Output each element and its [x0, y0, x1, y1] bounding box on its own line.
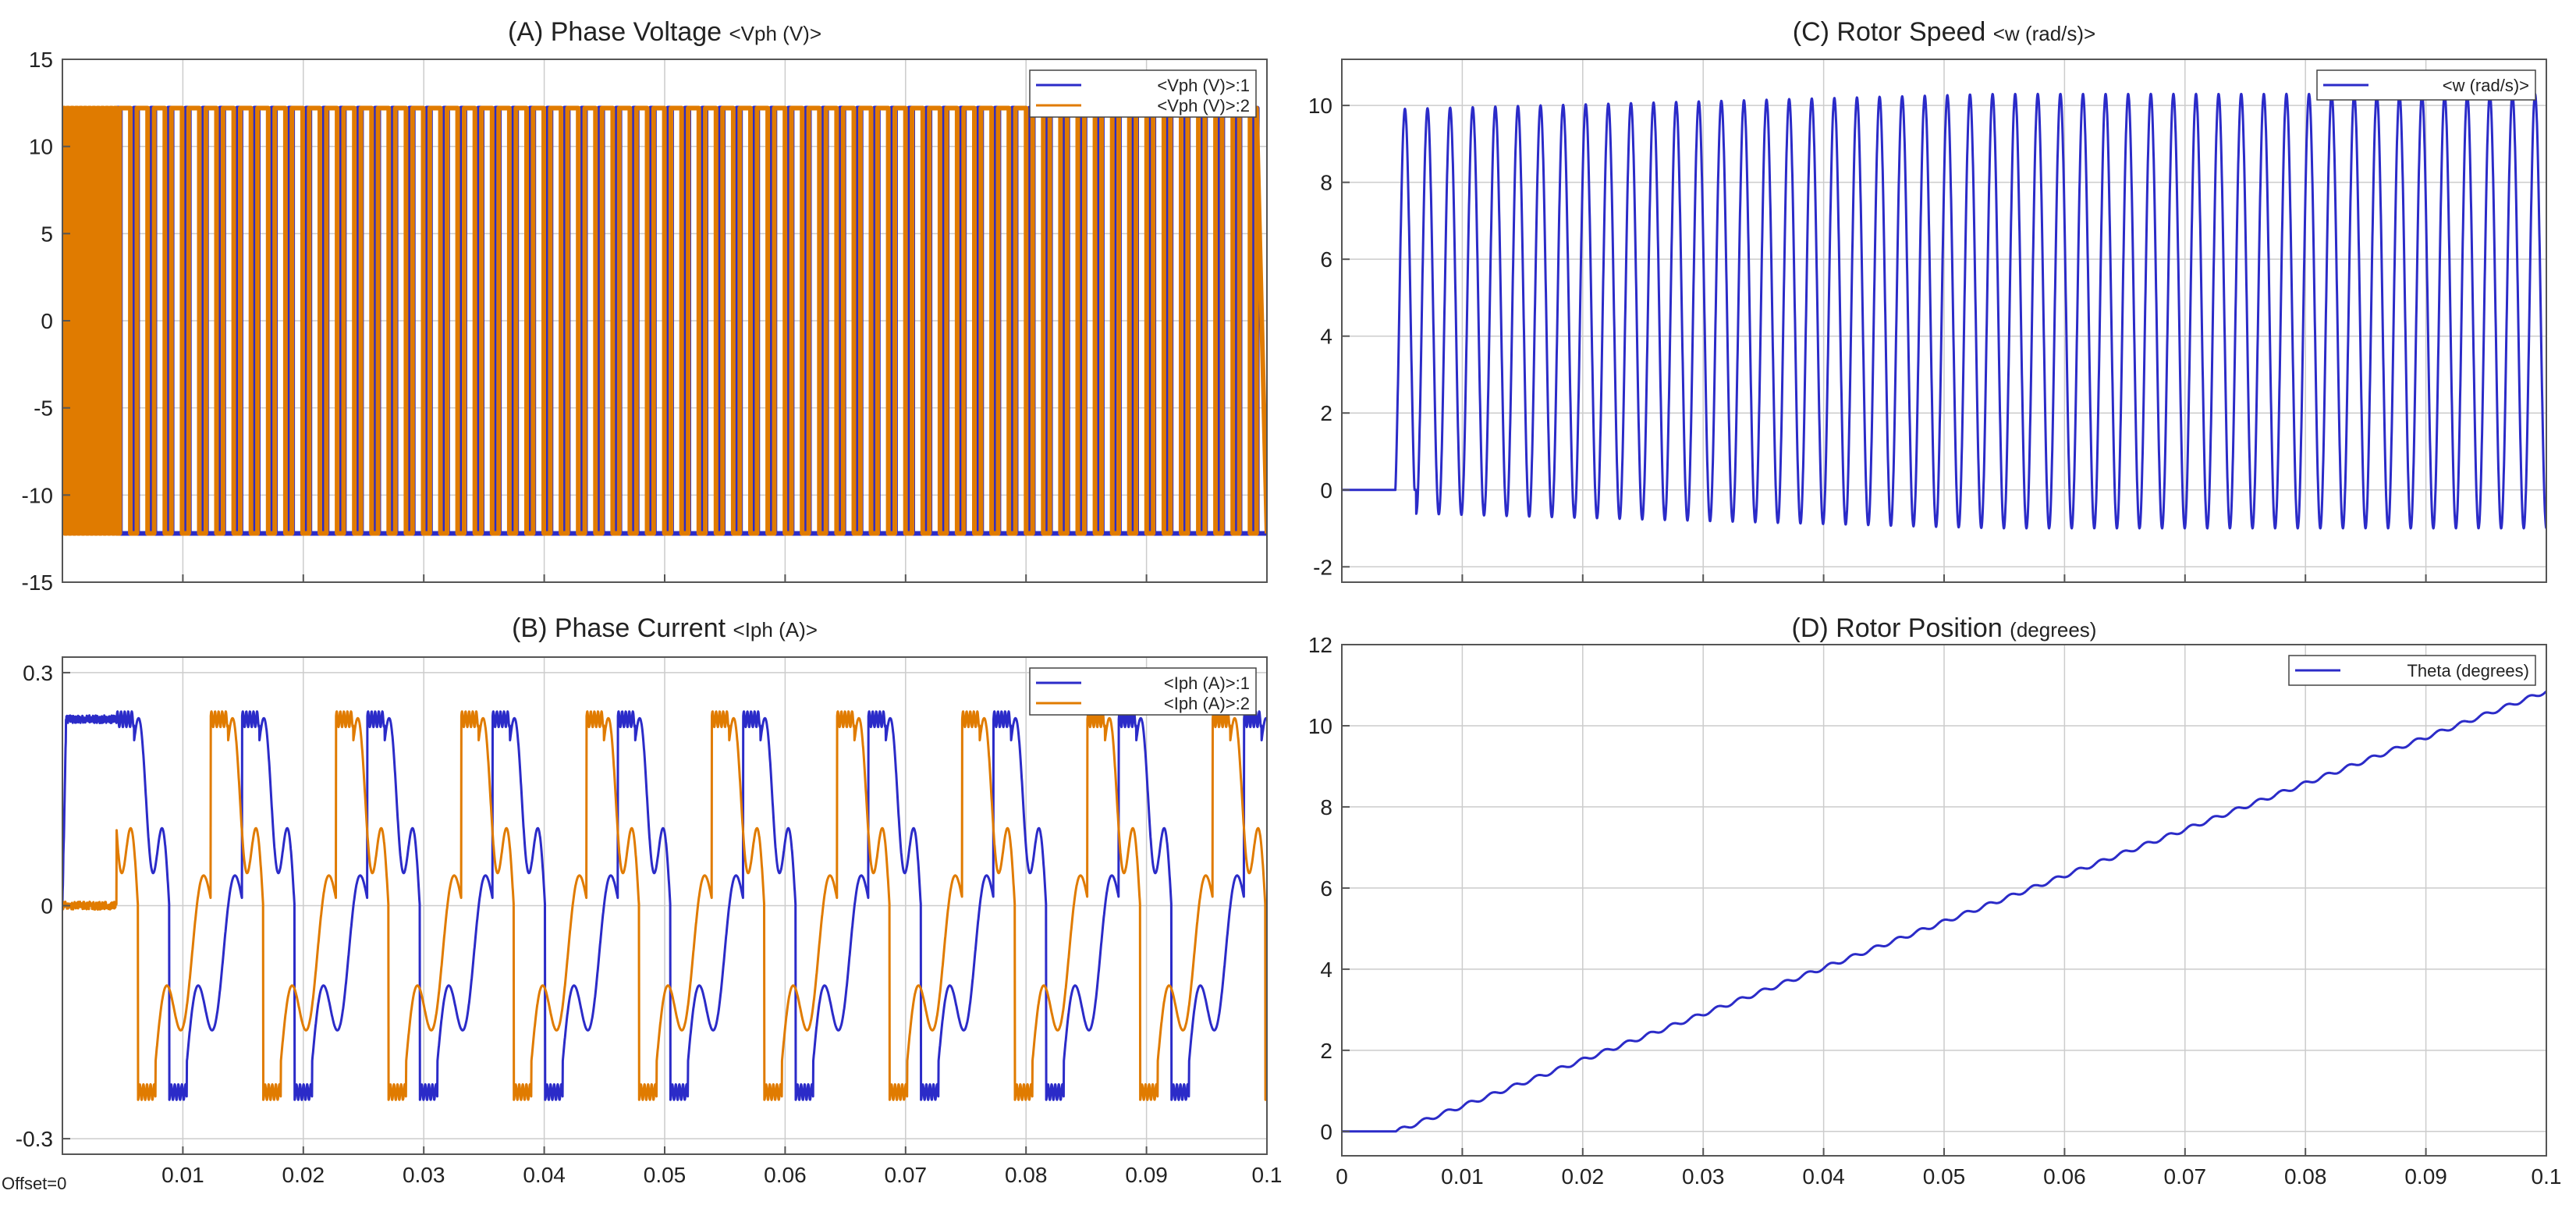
legend-label: <w (rad/s)>	[2443, 76, 2529, 95]
legend-label: <Iph (A)>:1	[1164, 673, 1250, 693]
chart-panel-C: (C) Rotor Speed <w (rad/s)> 10 8 6 4 2 0 -2 <w (…	[1308, 17, 2546, 582]
ytick-label: 12	[1308, 633, 1332, 657]
chart-title-main: (D) Rotor Position	[1792, 613, 2010, 643]
xtick-label: 0.1	[1252, 1163, 1283, 1187]
xtick-label: 0.04	[523, 1163, 566, 1187]
chart-title-unit: <w (rad/s)>	[1993, 22, 2096, 45]
xtick-label: 0.09	[1125, 1163, 1168, 1187]
xtick-label: 0	[1336, 1164, 1348, 1189]
legend-label: <Iph (A)>:2	[1164, 694, 1250, 713]
legend-label: <Vph (V)>:1	[1157, 76, 1250, 95]
xtick-label: 0.09	[2404, 1164, 2447, 1189]
legend: <Vph (V)>:1<Vph (V)>:2	[1030, 70, 1256, 117]
xtick-label: 0.05	[644, 1163, 687, 1187]
series-group	[62, 108, 1267, 534]
ytick-label: 10	[1308, 94, 1332, 118]
ytick-label: 0	[41, 894, 53, 919]
legend: <w (rad/s)>	[2317, 70, 2535, 100]
ytick-label: 10	[1308, 714, 1332, 738]
offset-label: Offset=0	[2, 1174, 66, 1193]
ytick-label: 0.3	[23, 661, 53, 685]
chart-title-unit: (degrees)	[2010, 618, 2096, 641]
chart-title-main: (A) Phase Voltage	[508, 17, 729, 47]
ytick-label: 0	[41, 309, 53, 333]
xtick-label: 0.08	[1005, 1163, 1048, 1187]
ytick-label: -2	[1313, 555, 1332, 579]
xtick-label: 0.03	[403, 1163, 445, 1187]
ytick-label: -0.3	[16, 1127, 53, 1151]
ytick-label: 5	[41, 222, 53, 246]
xtick-label: 0.06	[2043, 1164, 2086, 1189]
chart-title: (D) Rotor Position (degrees)	[1792, 613, 2097, 643]
ytick-label: -5	[34, 396, 53, 421]
ytick-label: -10	[22, 483, 53, 507]
xtick-label: 0.04	[1802, 1164, 1845, 1189]
chart-title-unit: <Iph (A)>	[733, 618, 818, 641]
xtick-label: 0.02	[1562, 1164, 1605, 1189]
chart-panel-D: (D) Rotor Position (degrees) 12 10 8 6 4 2 00 0.…	[1308, 613, 2562, 1189]
legend: Theta (degrees)	[2289, 656, 2535, 685]
chart-title-main: (B) Phase Current	[512, 613, 733, 643]
xtick-label: 0.03	[1682, 1164, 1725, 1189]
figure: Offset=0 (A) Phase Voltage <Vph (V)> 15 10…	[0, 0, 2576, 1219]
xtick-label: 0.01	[1441, 1164, 1484, 1189]
ytick-label: 0	[1320, 478, 1332, 503]
ytick-label: 10	[29, 135, 53, 159]
chart-panel-B: (B) Phase Current <Iph (A)> 0.3 0 -0.3 0.01 0…	[16, 613, 1283, 1187]
xtick-label: 0.1	[2532, 1164, 2562, 1189]
xtick-label: 0.01	[161, 1163, 204, 1187]
ytick-label: 2	[1320, 1039, 1332, 1063]
legend-label: <Vph (V)>:2	[1157, 96, 1250, 116]
xtick-label: 0.08	[2284, 1164, 2327, 1189]
ytick-label: 2	[1320, 401, 1332, 425]
xtick-label: 0.07	[2164, 1164, 2207, 1189]
chart-title-unit: <Vph (V)>	[729, 22, 822, 45]
chart-title: (C) Rotor Speed <w (rad/s)>	[1793, 17, 2096, 47]
chart-panel-A: (A) Phase Voltage <Vph (V)> 15 10 5 0 -5 -10 -1…	[22, 17, 1267, 595]
xtick-label: 0.06	[764, 1163, 807, 1187]
ytick-label: 4	[1320, 958, 1332, 982]
ytick-label: 15	[29, 48, 53, 72]
ytick-label: 4	[1320, 325, 1332, 349]
legend-label: Theta (degrees)	[2407, 661, 2529, 681]
chart-title: (B) Phase Current <Iph (A)>	[512, 613, 818, 643]
ytick-label: -15	[22, 570, 53, 595]
xtick-label: 0.07	[885, 1163, 928, 1187]
chart-title-main: (C) Rotor Speed	[1793, 17, 1993, 47]
legend: <Iph (A)>:1<Iph (A)>:2	[1030, 668, 1256, 715]
chart-title: (A) Phase Voltage <Vph (V)>	[508, 17, 821, 47]
ytick-label: 8	[1320, 795, 1332, 819]
ytick-label: 0	[1320, 1120, 1332, 1144]
xtick-label: 0.05	[1923, 1164, 1966, 1189]
ytick-label: 8	[1320, 171, 1332, 195]
ytick-label: 6	[1320, 876, 1332, 901]
xtick-label: 0.02	[282, 1163, 325, 1187]
ytick-label: 6	[1320, 247, 1332, 272]
